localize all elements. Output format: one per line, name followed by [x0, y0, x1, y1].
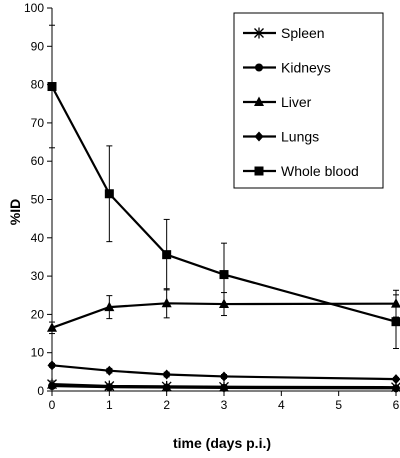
x-tick-label: 4: [278, 398, 285, 412]
legend-label: Whole blood: [281, 163, 359, 179]
data-point: [47, 322, 57, 332]
data-point: [391, 317, 400, 327]
legend-item: Kidneys: [243, 60, 331, 76]
y-tick-label: 70: [31, 116, 45, 130]
legend-marker: [254, 27, 264, 39]
legend-marker: [254, 96, 264, 106]
x-tick-label: 1: [106, 398, 113, 412]
data-point: [219, 298, 229, 309]
series-spleen: [47, 378, 400, 393]
y-tick-label: 90: [31, 39, 45, 53]
y-tick-label: 20: [31, 307, 45, 321]
data-point: [391, 381, 400, 393]
data-point: [219, 270, 229, 280]
x-tick-label: 0: [49, 398, 56, 412]
data-point: [104, 365, 114, 376]
y-tick-label: 0: [37, 384, 44, 398]
x-axis-title: time (days p.i.): [173, 435, 271, 451]
legend-marker: [255, 63, 263, 72]
legend-marker: [254, 166, 264, 176]
data-point: [104, 301, 115, 312]
legend-item: Lungs: [243, 129, 319, 145]
series-whole-blood: [47, 24, 400, 349]
x-tick-label: 6: [393, 398, 400, 412]
data-point: [391, 298, 400, 308]
data-point: [104, 189, 114, 199]
legend-label: Kidneys: [281, 60, 331, 76]
data-point: [162, 250, 172, 260]
data-point: [161, 297, 172, 308]
legend-item: Whole blood: [243, 163, 359, 179]
legend-item: Spleen: [243, 25, 325, 41]
y-tick-label: 30: [31, 269, 45, 283]
data-point: [47, 82, 57, 92]
y-tick-label: 10: [31, 346, 45, 360]
y-tick-label: 60: [31, 154, 45, 168]
x-tick-label: 5: [335, 398, 342, 412]
series-lungs: [47, 360, 400, 385]
y-axis-title: %ID: [7, 199, 23, 225]
series-liver: [47, 288, 400, 335]
legend-marker: [254, 131, 264, 142]
data-point: [162, 369, 172, 380]
y-tick-label: 50: [31, 193, 45, 207]
x-tick-label: 2: [163, 398, 170, 412]
data-point: [219, 381, 229, 393]
legend-label: Lungs: [281, 129, 319, 145]
data-point: [219, 371, 229, 382]
legend-item: Liver: [243, 94, 312, 110]
y-tick-label: 80: [31, 78, 45, 92]
data-point: [47, 378, 57, 390]
y-tick-label: 100: [24, 1, 44, 15]
y-tick-label: 40: [31, 231, 45, 245]
data-point: [391, 374, 400, 385]
legend: Spleen Kidneys Liver Lungs Whole blood: [233, 12, 384, 189]
data-point: [47, 360, 57, 371]
data-point: [161, 380, 172, 392]
data-point: [104, 380, 115, 392]
legend-label: Liver: [281, 94, 312, 110]
series-layer: [47, 24, 400, 393]
legend-label: Spleen: [281, 25, 325, 41]
x-tick-label: 3: [221, 398, 228, 412]
